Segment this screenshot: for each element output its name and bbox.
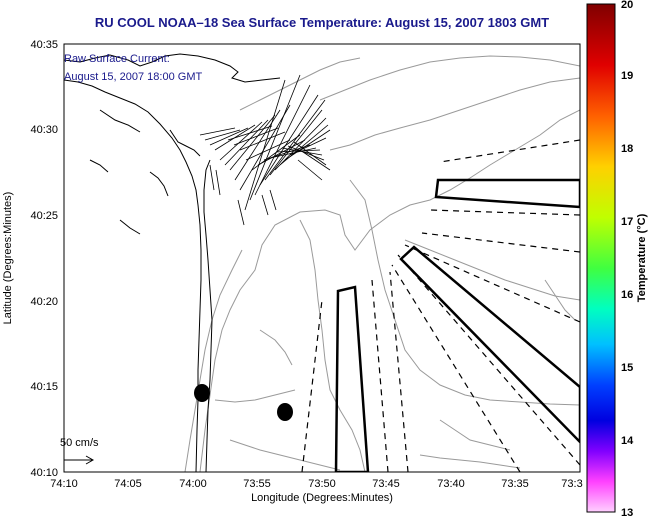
x-tick-label: 74:05 [114, 478, 142, 490]
map-title: RU COOL NOAA–18 Sea Surface Temperature:… [95, 15, 549, 30]
x-tick-label: 73:45 [372, 478, 400, 490]
colorbar-tick: 20 [621, 0, 633, 11]
x-tick-label: 73:35 [501, 478, 529, 490]
x-tick-label: 73:50 [308, 478, 336, 490]
x-axis: 74:10 74:05 74:00 73:55 73:50 73:45 73:4… [50, 478, 582, 490]
colorbar-tick: 14 [621, 435, 634, 447]
annotation-line2: August 15, 2007 18:00 GMT [64, 71, 202, 83]
survey-lines [301, 139, 580, 472]
colorbar-tick: 19 [621, 70, 633, 82]
colorbar-gradient [586, 3, 616, 513]
current-vectors [199, 74, 331, 226]
x-tick-label: 73:40 [437, 478, 465, 490]
map-area [64, 44, 580, 472]
buoy-marker [194, 384, 210, 402]
colorbar-tick: 15 [621, 362, 633, 374]
bathymetry-contours [184, 55, 580, 472]
y-tick-label: 40:35 [30, 39, 58, 51]
colorbar-tick: 16 [621, 289, 633, 301]
y-tick-label: 40:25 [30, 210, 58, 222]
buoy-marker [277, 403, 293, 421]
survey-boxes [334, 178, 580, 472]
y-tick-label: 40:15 [30, 381, 58, 393]
x-tick-label: 74:00 [179, 478, 207, 490]
x-tick-label: 73:3 [561, 478, 582, 490]
y-axis: 40:35 40:30 40:25 40:20 40:15 40:10 [30, 39, 58, 479]
y-tick-label: 40:30 [30, 124, 58, 136]
x-tick-label: 74:10 [50, 478, 78, 490]
colorbar-label: Temperature (°C) [636, 213, 648, 302]
x-axis-label: Longitude (Degrees:Minutes) [251, 492, 393, 504]
colorbar: 20 19 18 17 16 15 14 13 Temperature (°C) [586, 0, 648, 518]
y-tick-label: 40:20 [30, 296, 58, 308]
coastline [64, 53, 281, 472]
scale-label: 50 cm/s [60, 437, 99, 449]
y-axis-label: Latitude (Degrees:Minutes) [2, 192, 14, 325]
colorbar-tick: 17 [621, 216, 633, 228]
colorbar-tick: 18 [621, 143, 633, 155]
colorbar-tick: 13 [621, 507, 633, 518]
y-tick-label: 40:10 [30, 467, 58, 479]
x-tick-label: 73:55 [243, 478, 271, 490]
annotation-line1: Raw Surface Current: [64, 53, 170, 65]
map-border [63, 43, 581, 473]
scale-arrow [64, 455, 95, 465]
